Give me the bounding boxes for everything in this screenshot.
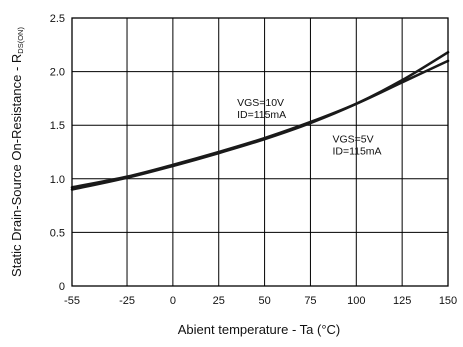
x-tick-label: 50 (258, 295, 270, 307)
annotation-line: VGS=5V (332, 133, 373, 145)
annotation-line: VGS=10V (237, 97, 284, 109)
y-tick-label: 2.5 (50, 13, 65, 25)
y-tick-labels: 0 0.5 1.0 1.5 2.0 2.5 (50, 13, 65, 293)
x-tick-label: 25 (213, 295, 225, 307)
y-tick-label: 0 (59, 281, 65, 293)
y-axis-label-subscript: DS(ON) (16, 27, 25, 54)
x-tick-label: -55 (64, 295, 80, 307)
x-tick-label: 150 (439, 295, 457, 307)
y-tick-label: 2.0 (50, 67, 65, 79)
x-tick-label: 100 (347, 295, 365, 307)
y-axis-label-main: Static Drain-Source On-Resistance - R (9, 54, 24, 277)
annotation-line: ID=115mA (332, 145, 381, 157)
x-axis-label: Abient temperature - Ta (°C) (178, 322, 340, 337)
annotation-line: ID=115mA (237, 109, 286, 121)
x-tick-label: 75 (304, 295, 316, 307)
series-annotation-2: VGS=5V ID=115mA (332, 133, 381, 157)
y-axis-label: Static Drain-Source On-Resistance - RDS(… (9, 27, 25, 277)
y-tick-label: 1.0 (50, 174, 65, 186)
series-line-vgs5v (70, 51, 450, 191)
grid (71, 17, 449, 287)
y-tick-label: 0.5 (50, 227, 65, 239)
x-tick-label: 0 (170, 295, 176, 307)
x-tick-label: 125 (393, 295, 411, 307)
y-tick-label: 1.5 (50, 120, 65, 132)
series-annotation-1: VGS=10V ID=115mA (237, 97, 286, 121)
series-layer (70, 51, 450, 191)
plot-background (72, 18, 448, 286)
x-tick-label: -25 (119, 295, 135, 307)
x-tick-labels: -55 -25 0 25 50 75 100 125 150 (64, 295, 457, 307)
plot-frame (71, 17, 449, 287)
